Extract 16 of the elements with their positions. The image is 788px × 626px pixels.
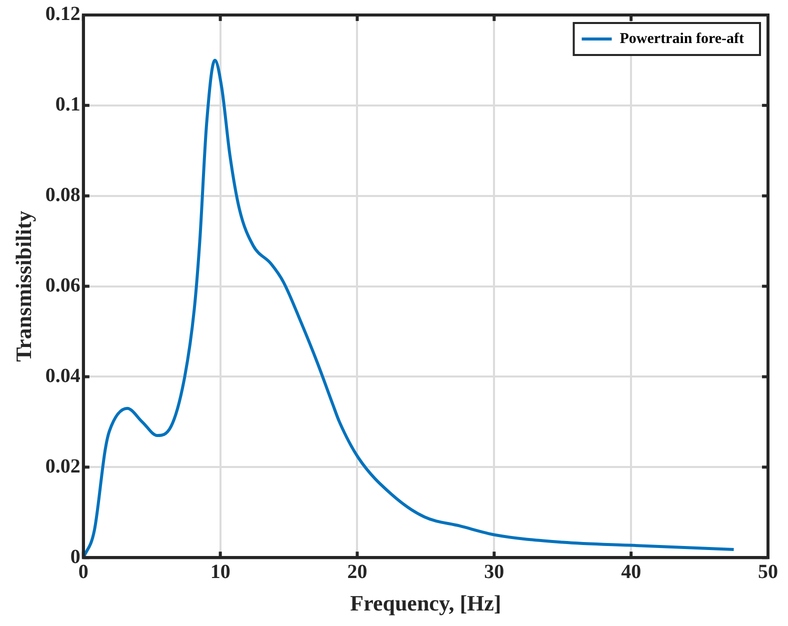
y-axis-title: Transmissibility: [10, 210, 36, 362]
y-tick-label: 0.1: [55, 94, 80, 116]
x-tick-label: 20: [347, 560, 368, 583]
y-tick-label: 0: [70, 546, 80, 568]
x-axis-title: Frequency, [Hz]: [350, 590, 502, 616]
x-tick-label: 50: [758, 560, 778, 583]
legend-label: Powertrain fore-aft: [620, 30, 744, 47]
line-series: [83, 58, 736, 558]
x-tick-label: 40: [621, 560, 642, 583]
y-tick-label: 0.08: [45, 184, 80, 206]
y-tick-label: 0.02: [45, 455, 80, 478]
x-tick-label: 10: [210, 560, 230, 583]
x-tick-label: 30: [484, 560, 504, 583]
y-tick-label: 0.06: [45, 274, 80, 296]
y-tick-label: 0.12: [45, 3, 80, 26]
y-tick-label: 0.04: [45, 364, 80, 387]
